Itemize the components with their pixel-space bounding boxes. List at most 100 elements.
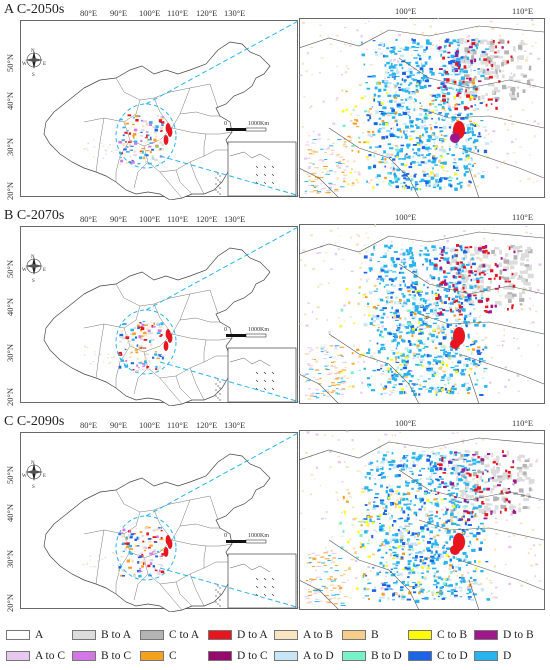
habitat-patch xyxy=(418,387,423,390)
habitat-patch xyxy=(369,135,374,138)
habitat-patch xyxy=(443,186,446,188)
habitat-patch xyxy=(460,249,463,251)
habitat-patch xyxy=(481,502,485,505)
habitat-patch xyxy=(392,554,396,557)
habitat-patch xyxy=(452,119,455,122)
habitat-patch xyxy=(439,65,443,68)
habitat-patch xyxy=(331,384,336,386)
lon-tick-label: 110°E xyxy=(167,8,189,18)
habitat-patch xyxy=(504,253,509,257)
compass-south: S xyxy=(32,279,35,284)
habitat-patch xyxy=(361,262,363,265)
habitat-patch xyxy=(455,166,459,170)
habitat-patch xyxy=(398,383,403,386)
habitat-patch xyxy=(453,328,456,330)
habitat-patch xyxy=(453,158,456,161)
habitat-patch xyxy=(302,249,306,252)
habitat-patch xyxy=(411,487,414,490)
habitat-patch xyxy=(327,602,331,604)
habitat-patch xyxy=(482,72,485,74)
habitat-patch xyxy=(460,534,466,536)
habitat-patch xyxy=(481,500,484,504)
habitat-patch xyxy=(476,41,479,47)
habitat-patch xyxy=(347,67,350,70)
habitat-patch xyxy=(393,520,397,523)
habitat-patch xyxy=(454,299,458,303)
habitat-patch xyxy=(423,353,426,357)
habitat-patch xyxy=(343,169,347,171)
habitat-patch xyxy=(311,358,315,360)
habitat-patch xyxy=(302,489,304,492)
habitat-patch xyxy=(451,484,455,488)
habitat-patch xyxy=(424,246,428,250)
habitat-patch xyxy=(351,168,353,171)
habitat-patch xyxy=(434,164,439,166)
habitat-patch xyxy=(430,514,434,516)
habitat-patch xyxy=(406,172,410,175)
habitat-patch xyxy=(384,80,389,83)
habitat-patch xyxy=(434,493,438,495)
habitat-patch xyxy=(525,59,529,62)
habitat-patch xyxy=(458,303,460,305)
habitat-patch xyxy=(92,565,95,568)
habitat-patch xyxy=(457,274,462,277)
habitat-patch xyxy=(362,122,365,124)
habitat-patch xyxy=(308,185,312,187)
habitat-patch xyxy=(496,74,499,79)
habitat-patch xyxy=(453,289,456,293)
habitat-patch xyxy=(463,510,467,513)
habitat-patch xyxy=(391,169,395,172)
habitat-patch xyxy=(429,309,433,313)
habitat-patch xyxy=(310,474,314,476)
province-boundary xyxy=(115,345,131,388)
habitat-patch xyxy=(466,36,469,38)
habitat-patch xyxy=(466,501,469,504)
habitat-patch xyxy=(487,310,490,314)
habitat-patch xyxy=(458,66,461,70)
habitat-patch xyxy=(422,78,425,82)
habitat-patch xyxy=(366,114,371,117)
habitat-patch xyxy=(348,137,352,139)
habitat-patch xyxy=(522,109,525,112)
habitat-patch xyxy=(311,392,315,394)
habitat-patch xyxy=(142,562,145,565)
habitat-patch xyxy=(406,349,409,352)
habitat-patch xyxy=(336,393,341,395)
habitat-patch xyxy=(371,303,374,305)
habitat-patch xyxy=(396,94,400,97)
habitat-patch xyxy=(318,588,322,590)
habitat-patch xyxy=(430,276,435,278)
habitat-patch xyxy=(463,355,468,357)
habitat-patch xyxy=(336,164,340,166)
habitat-patch xyxy=(369,512,372,514)
legend-label: C to D xyxy=(437,650,468,662)
habitat-patch xyxy=(419,250,423,252)
habitat-patch xyxy=(419,142,423,146)
habitat-patch xyxy=(500,505,507,509)
habitat-patch xyxy=(352,160,356,163)
habitat-patch xyxy=(393,86,397,89)
habitat-patch xyxy=(414,173,417,175)
habitat-patch xyxy=(363,322,368,327)
habitat-patch xyxy=(387,76,391,79)
habitat-patch xyxy=(361,487,365,490)
habitat-patch xyxy=(447,56,450,59)
habitat-patch xyxy=(472,471,477,477)
habitat-patch xyxy=(509,476,512,480)
habitat-patch xyxy=(120,532,124,534)
coastline-mark xyxy=(217,379,219,381)
habitat-patch xyxy=(349,597,352,599)
habitat-patch xyxy=(443,485,447,489)
habitat-patch xyxy=(401,507,403,511)
habitat-patch xyxy=(151,142,155,144)
habitat-patch xyxy=(333,171,337,173)
habitat-patch xyxy=(133,150,136,153)
habitat-patch xyxy=(469,368,473,371)
habitat-patch xyxy=(473,98,476,100)
habitat-patch xyxy=(385,571,389,574)
habitat-patch xyxy=(479,315,481,319)
habitat-patch xyxy=(489,581,493,584)
habitat-patch xyxy=(404,493,408,496)
habitat-patch xyxy=(465,454,470,456)
habitat-patch xyxy=(447,51,451,54)
